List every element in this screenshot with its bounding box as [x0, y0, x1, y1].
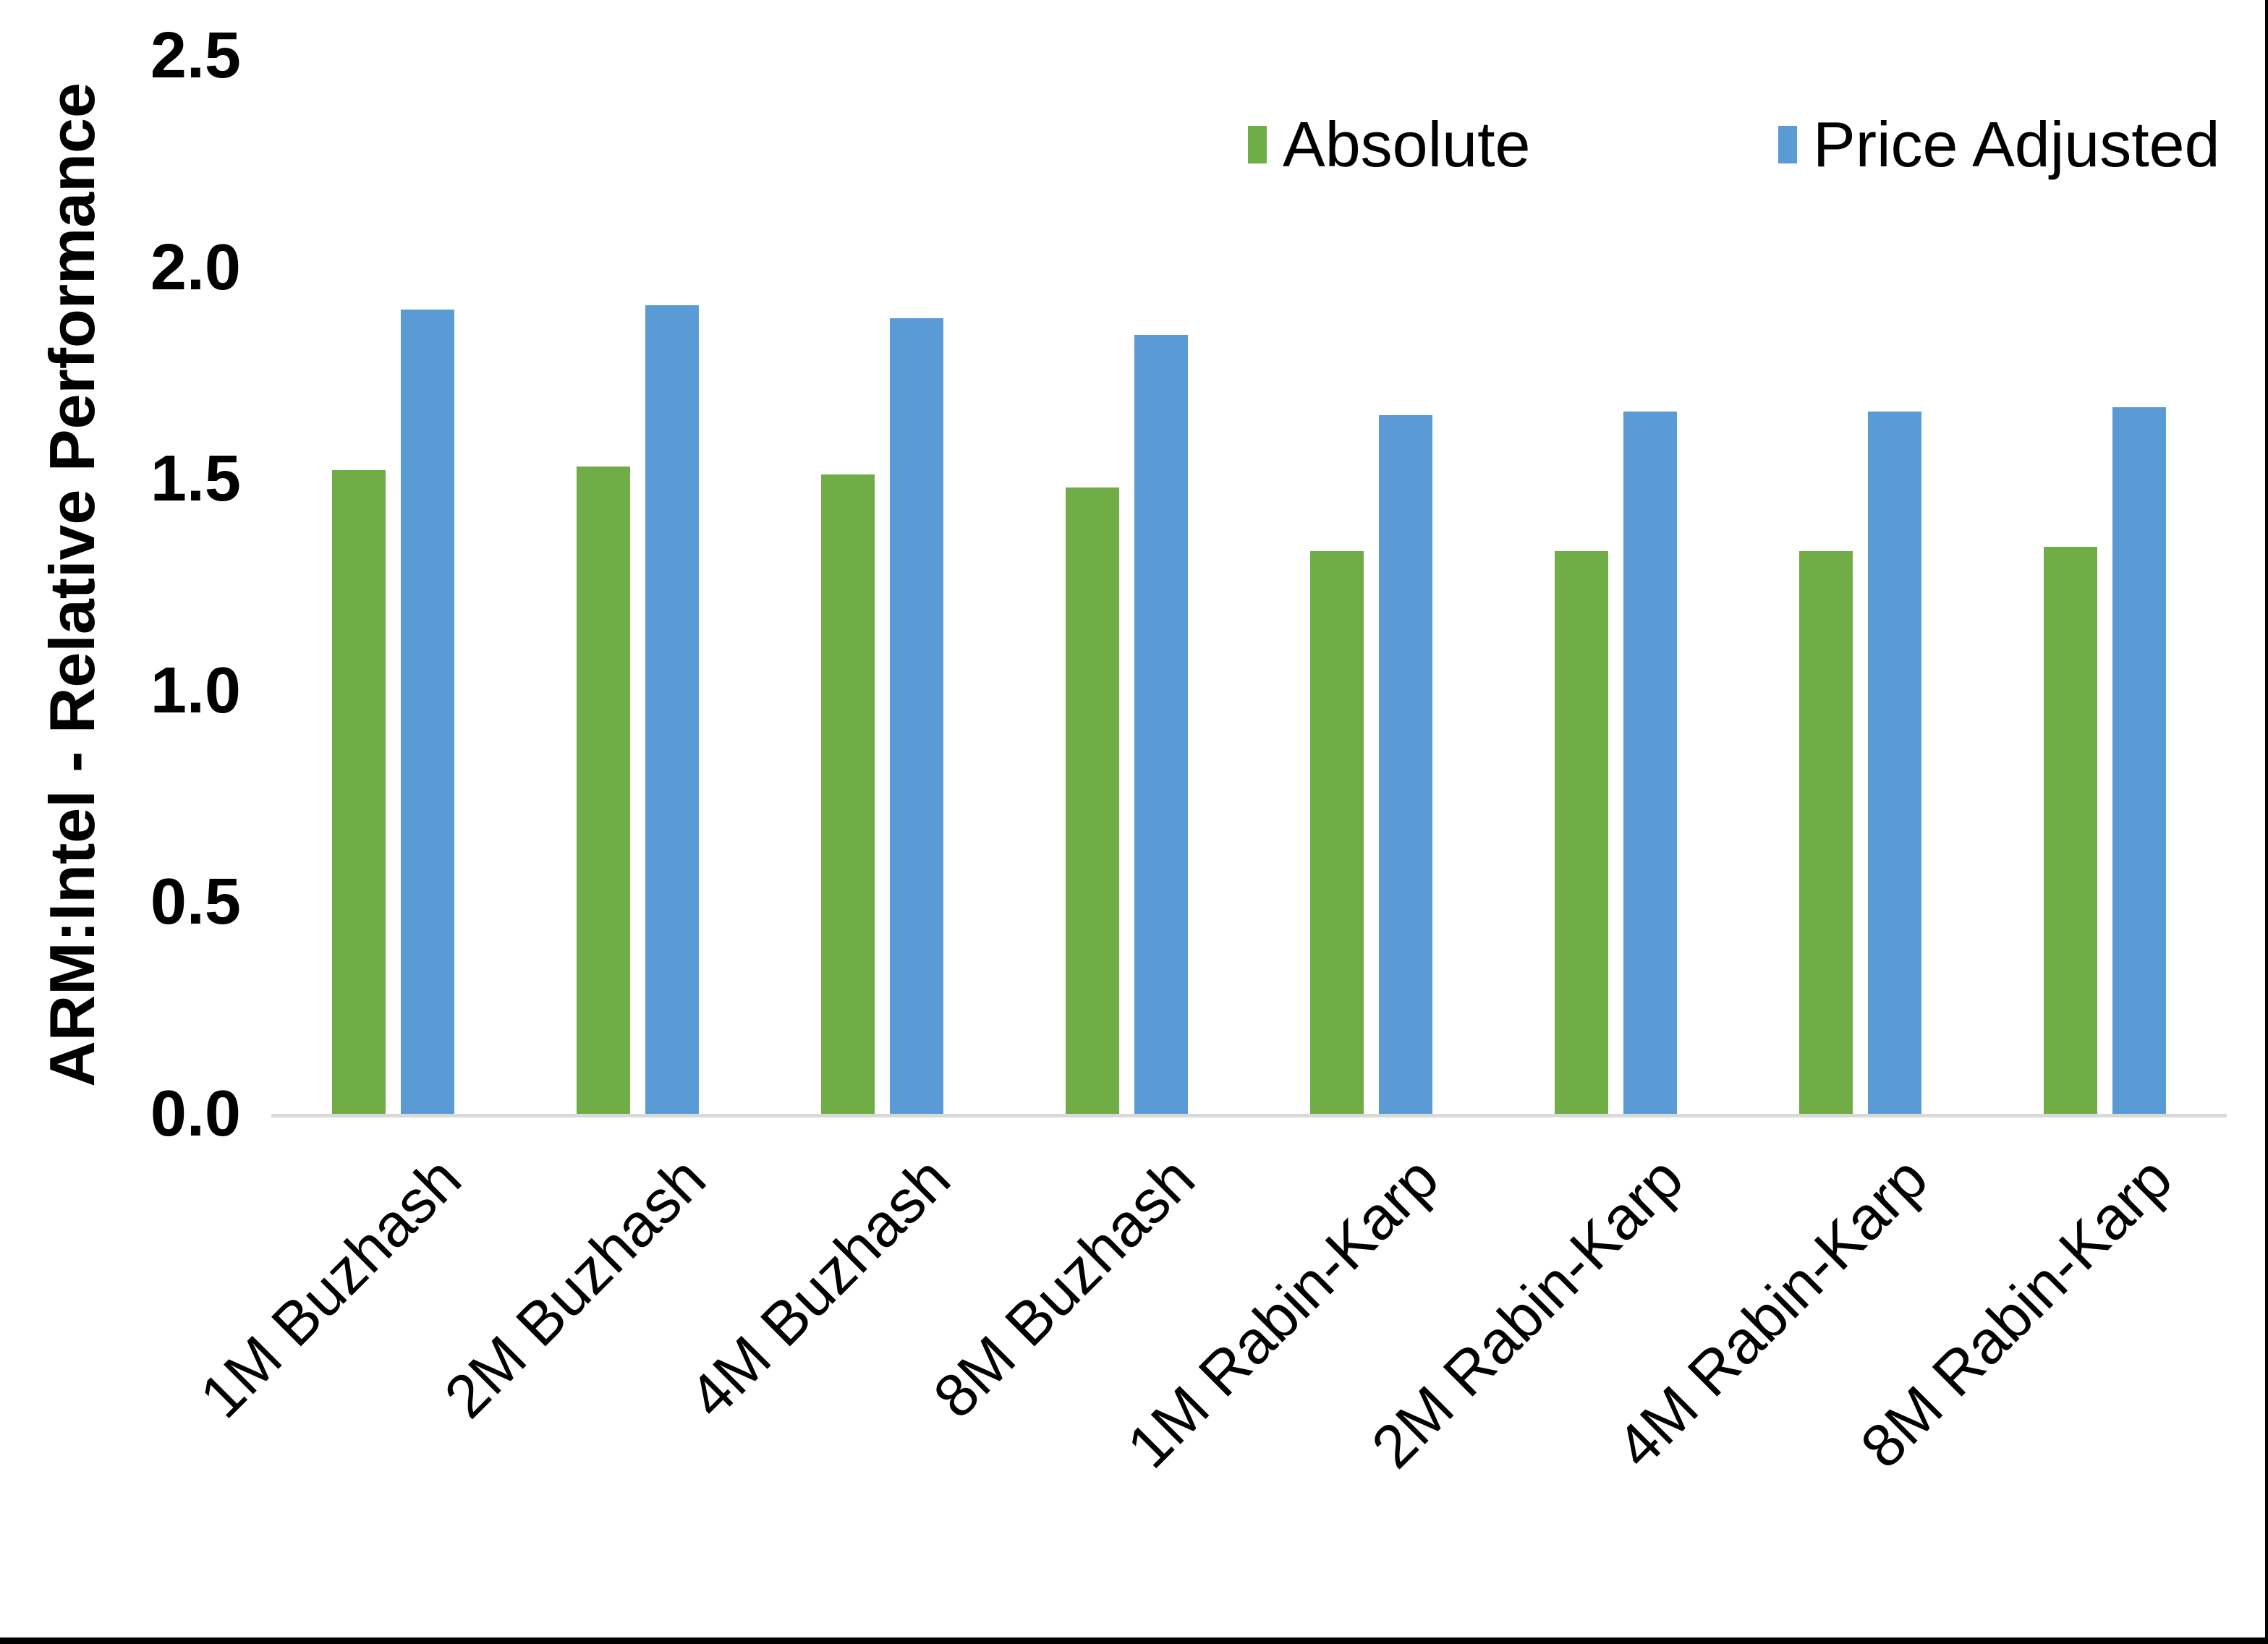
bar-absolute-2m-buzhash — [577, 467, 631, 1114]
bar-price-adjusted-2m-buzhash — [645, 305, 700, 1114]
bar-group-2m-rabin-karp — [1493, 56, 1738, 1114]
legend-label-price-adjusted: Price Adjusted — [1813, 108, 2220, 180]
y-tick-label-1.0: 1.0 — [150, 655, 241, 727]
y-tick-label-0.5: 0.5 — [150, 866, 241, 938]
legend-item-absolute: Absolute — [1248, 107, 1530, 182]
bar-price-adjusted-8m-buzhash — [1134, 335, 1189, 1114]
x-axis-line — [271, 1114, 2227, 1117]
bar-group-2m-buzhash — [516, 56, 760, 1114]
legend-label-absolute: Absolute — [1283, 108, 1531, 180]
bar-absolute-1m-buzhash — [332, 470, 386, 1114]
bar-group-4m-buzhash — [760, 56, 1005, 1114]
right-border — [2265, 0, 2268, 1644]
y-axis-title: ARM:Intel - Relative Performance — [36, 82, 108, 1087]
bar-group-8m-rabin-karp — [1982, 56, 2227, 1114]
legend-item-price-adjusted: Price Adjusted — [1778, 107, 2220, 182]
bar-price-adjusted-1m-buzhash — [401, 310, 455, 1114]
bar-absolute-4m-rabin-karp — [1798, 551, 1853, 1114]
plot-area — [271, 56, 2227, 1117]
bar-group-4m-rabin-karp — [1738, 56, 1982, 1114]
bar-absolute-1m-rabin-karp — [1309, 551, 1364, 1114]
bar-price-adjusted-2m-rabin-karp — [1623, 412, 1677, 1114]
y-tick-label-2.0: 2.0 — [150, 231, 241, 304]
legend-swatch-price-adjusted — [1778, 126, 1797, 163]
bar-group-1m-buzhash — [271, 56, 516, 1114]
x-tick-label-1m-buzhash: 1M Buzhash — [187, 1143, 474, 1431]
bottom-border — [0, 1637, 2268, 1644]
legend-swatch-absolute — [1248, 126, 1267, 163]
bar-price-adjusted-8m-rabin-karp — [2112, 407, 2166, 1114]
bar-absolute-4m-buzhash — [821, 474, 875, 1114]
bar-group-8m-buzhash — [1005, 56, 1249, 1114]
x-tick-label-4m-buzhash: 4M Buzhash — [676, 1143, 963, 1431]
bar-absolute-2m-rabin-karp — [1554, 551, 1608, 1114]
bar-price-adjusted-4m-buzhash — [890, 318, 944, 1114]
x-tick-label-2m-buzhash: 2M Buzhash — [431, 1143, 718, 1431]
bar-group-1m-rabin-karp — [1249, 56, 1494, 1114]
bars-container — [271, 56, 2227, 1114]
bar-price-adjusted-1m-rabin-karp — [1378, 415, 1432, 1114]
y-tick-label-2.5: 2.5 — [150, 20, 241, 92]
bar-absolute-8m-buzhash — [1066, 487, 1120, 1114]
y-tick-label-0.0: 0.0 — [150, 1078, 241, 1150]
y-tick-label-1.5: 1.5 — [150, 443, 241, 515]
bar-absolute-8m-rabin-karp — [2043, 547, 2097, 1114]
bar-price-adjusted-4m-rabin-karp — [1867, 412, 1921, 1114]
